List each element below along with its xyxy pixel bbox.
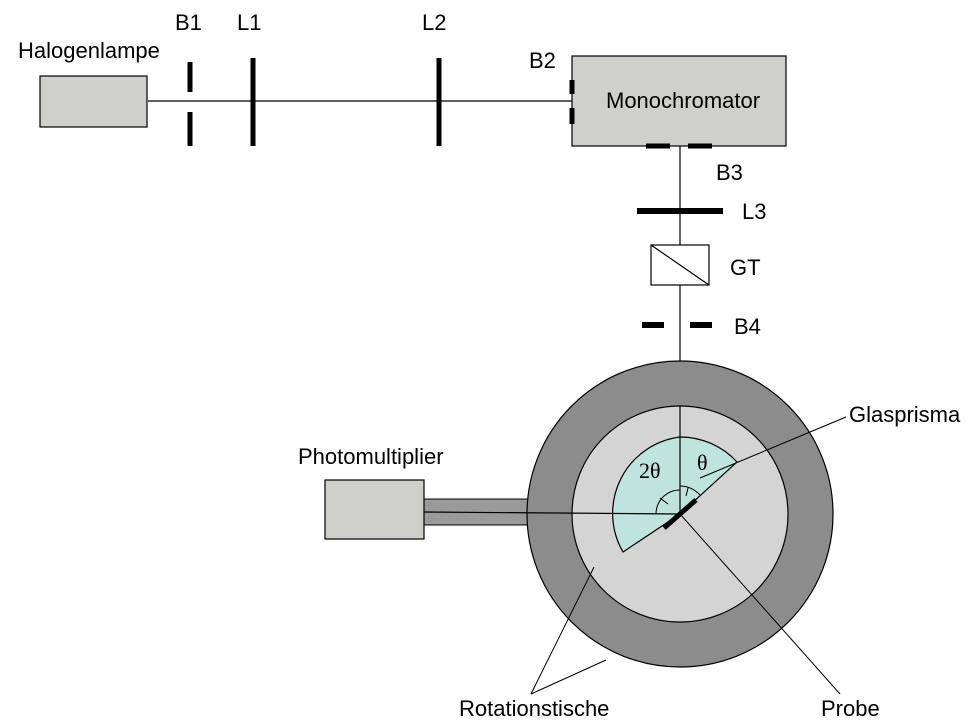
probe-label: Probe	[821, 696, 880, 721]
monochromator-label: Monochromator	[606, 88, 760, 113]
glasprisma-leader	[699, 416, 847, 479]
b2-label: B2	[529, 48, 556, 73]
rotationstische-label: Rotationstische	[459, 696, 609, 721]
glasprisma-label: Glasprisma	[849, 402, 961, 427]
glass-prism	[612, 436, 738, 553]
l1-label: L1	[237, 10, 261, 35]
reflected-beam	[423, 511, 681, 515]
l2-label: L2	[422, 10, 446, 35]
photomultiplier-label: Photomultiplier	[298, 444, 444, 469]
halogen-lamp-box	[39, 75, 148, 128]
gt-label: GT	[730, 255, 761, 280]
tick-2theta	[659, 497, 669, 505]
angle-arc-theta	[679, 485, 701, 496]
photomultiplier-box	[324, 479, 425, 540]
b1-label: B1	[175, 10, 202, 35]
rotationstische-leader-inner	[530, 566, 595, 695]
rotationstische-leader-outer	[530, 659, 607, 695]
two-theta-label: 2θ	[639, 458, 661, 483]
halogenlampe-label: Halogenlampe	[18, 38, 160, 63]
angle-arc-2theta	[655, 489, 681, 515]
probe-leader	[679, 513, 841, 695]
b4-label: B4	[734, 314, 761, 339]
tick-theta	[685, 487, 689, 497]
l3-label: L3	[742, 199, 766, 224]
monochromator-box	[571, 55, 787, 147]
b3-label: B3	[716, 160, 743, 185]
polarizer-diagonal	[650, 244, 710, 286]
theta-label: θ	[697, 450, 708, 475]
